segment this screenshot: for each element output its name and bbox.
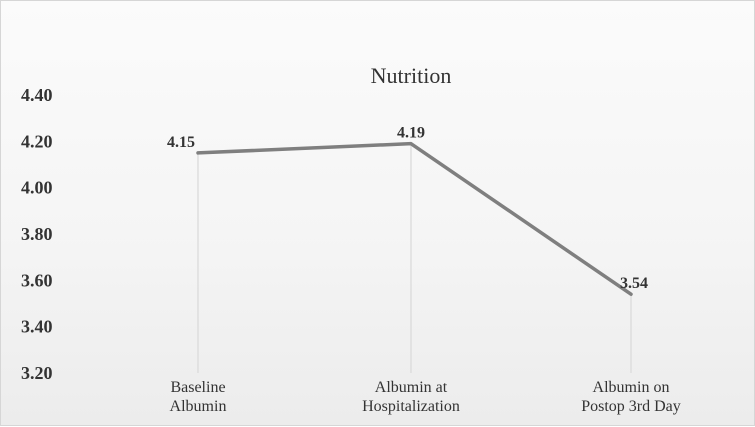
data-label: 4.19 xyxy=(397,125,425,142)
chart-title: Nutrition xyxy=(371,63,452,88)
drop-lines xyxy=(197,143,632,373)
x-category-label: Albumin at Hospitalization xyxy=(362,379,460,415)
y-axis: 4.40 4.20 4.00 3.80 3.60 3.40 3.20 xyxy=(21,85,53,383)
data-labels: 4.15 4.19 3.54 xyxy=(167,125,648,293)
x-category-label: Albumin on Postop 3rd Day xyxy=(581,379,681,415)
y-tick-label: 3.20 xyxy=(21,363,53,383)
y-tick-label: 4.20 xyxy=(21,131,53,151)
y-tick-label: 4.40 xyxy=(21,85,53,105)
x-category-label: Baseline Albumin xyxy=(170,379,227,415)
x-axis: Baseline Albumin Albumin at Hospitalization… xyxy=(170,379,681,415)
series-line xyxy=(196,141,633,296)
y-tick-label: 3.80 xyxy=(21,224,53,244)
data-label: 4.15 xyxy=(167,134,195,151)
series-lines xyxy=(196,141,633,296)
y-tick-label: 4.00 xyxy=(21,178,53,198)
y-tick-label: 3.60 xyxy=(21,270,53,290)
y-tick-label: 3.40 xyxy=(21,317,53,337)
data-label: 3.54 xyxy=(620,275,648,292)
